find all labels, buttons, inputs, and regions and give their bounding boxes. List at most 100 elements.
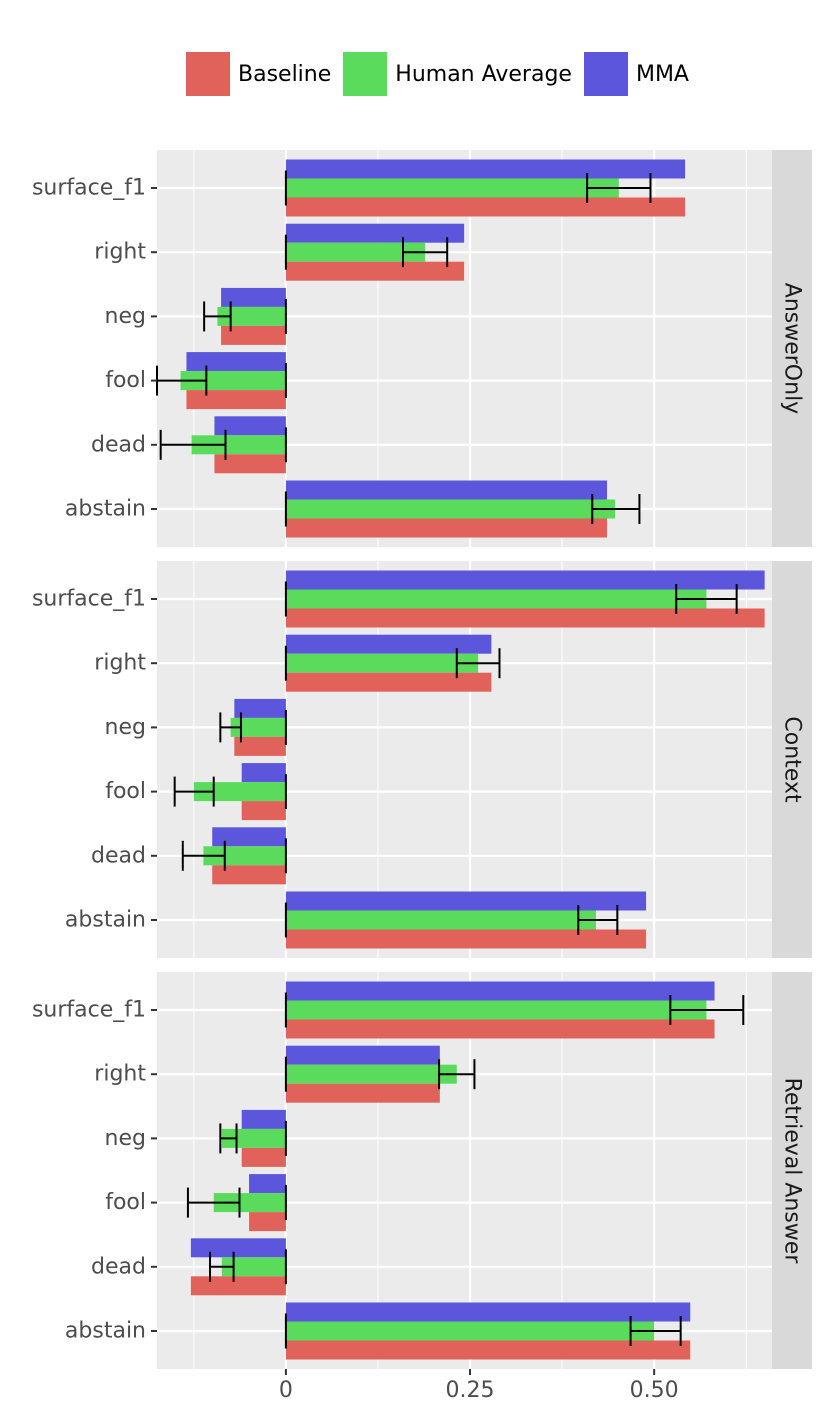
y-tick-label-surface-f1: surface_f1 <box>32 176 146 201</box>
bar-baseline-abstain <box>285 518 608 538</box>
facet-strip <box>772 972 812 1369</box>
bar-baseline-right <box>285 1083 440 1103</box>
bar-mma-fool <box>241 763 286 783</box>
bar-human-average-right <box>285 1064 457 1084</box>
y-tick-label-dead: dead <box>91 432 146 457</box>
y-tick-label-right: right <box>94 1062 146 1087</box>
error-bar-dead <box>159 429 227 460</box>
y-tick-label-surface-f1: surface_f1 <box>32 998 146 1023</box>
bar-mma-neg <box>241 1109 286 1129</box>
bar-mma-surface-f1 <box>285 570 765 590</box>
error-bar-surface-f1 <box>675 584 738 614</box>
chart-legend: Baseline Human Average MMA <box>186 52 701 96</box>
bar-mma-right <box>285 223 465 243</box>
bar-human-average-right <box>285 653 479 673</box>
bar-baseline-surface-f1 <box>285 197 686 217</box>
y-tick-label-abstain: abstain <box>65 497 146 522</box>
y-tick-label-neg: neg <box>105 1126 146 1151</box>
y-tick-label-fool: fool <box>105 1190 146 1215</box>
legend-item-baseline: Baseline <box>186 52 331 96</box>
bar-baseline-right <box>285 672 492 692</box>
legend-label-mma: MMA <box>635 61 689 87</box>
bar-mma-dead <box>212 827 286 847</box>
error-bar-neg <box>219 712 242 743</box>
y-tick-label-right: right <box>94 651 146 676</box>
bar-mma-fool <box>249 1174 286 1194</box>
bar-mma-dead <box>214 416 286 436</box>
bar-human-average-abstain <box>285 910 596 930</box>
legend-label-baseline: Baseline <box>238 61 332 87</box>
bar-baseline-abstain <box>285 929 647 949</box>
error-bar-surface-f1 <box>586 173 652 203</box>
bar-mma-surface-f1 <box>285 159 686 179</box>
error-bar-dead <box>209 1251 235 1282</box>
error-bar-right <box>438 1059 476 1090</box>
bar-human-average-abstain <box>285 1321 655 1341</box>
y-tick-label-abstain: abstain <box>65 908 146 933</box>
bar-baseline-dead <box>190 1276 286 1296</box>
bar-baseline-neg <box>221 325 286 345</box>
bar-human-average-dead <box>191 435 286 455</box>
bar-baseline-fool <box>186 390 286 410</box>
error-bar-neg <box>219 1123 238 1154</box>
x-tick-label: 0.25 <box>446 1378 495 1403</box>
bar-mma-abstain <box>285 891 647 911</box>
legend-item-human-average: Human Average <box>343 52 572 96</box>
bar-human-average-neg <box>221 1128 286 1148</box>
legend-label-human-average: Human Average <box>395 61 572 87</box>
error-bar-abstain <box>629 1316 682 1346</box>
bar-mma-right <box>285 634 492 654</box>
bar-mma-neg <box>221 287 286 307</box>
legend-item-mma: MMA <box>583 52 689 96</box>
bar-human-average-dead <box>221 1257 286 1277</box>
bar-mma-neg <box>234 698 286 718</box>
facet-strip-label: Retrieval Answer <box>780 1078 805 1265</box>
bar-mma-fool <box>186 352 286 372</box>
error-bar-right <box>455 648 501 679</box>
bar-mma-abstain <box>285 1302 691 1322</box>
bar-mma-right <box>285 1045 440 1065</box>
error-bar-right <box>402 237 449 268</box>
bar-baseline-dead <box>212 865 286 885</box>
error-bar-surface-f1 <box>669 995 745 1025</box>
bar-baseline-neg <box>234 736 286 756</box>
y-tick-label-neg: neg <box>105 304 146 329</box>
bar-human-average-neg <box>217 306 286 326</box>
error-bar-fool <box>173 776 215 807</box>
x-tick-label: 0.50 <box>630 1378 679 1403</box>
error-bar-neg <box>203 301 232 332</box>
bar-baseline-neg <box>241 1147 286 1167</box>
error-bar-abstain <box>591 494 641 524</box>
error-bar-abstain <box>577 905 619 935</box>
facet-strip <box>772 561 812 958</box>
bar-human-average-surface-f1 <box>285 178 619 198</box>
error-bar-fool <box>186 1187 241 1218</box>
bar-baseline-surface-f1 <box>285 608 765 628</box>
y-tick-label-abstain: abstain <box>65 1319 146 1344</box>
y-tick-label-dead: dead <box>91 843 146 868</box>
x-tick-label: 0 <box>279 1378 293 1403</box>
bar-human-average-fool <box>193 782 286 802</box>
y-tick-label-dead: dead <box>91 1254 146 1279</box>
bar-baseline-dead <box>214 454 286 474</box>
y-tick-label-fool: fool <box>105 368 146 393</box>
bar-human-average-surface-f1 <box>285 1000 707 1020</box>
facet-strip-label: AnswerOnly <box>780 283 805 414</box>
bar-mma-abstain <box>285 480 608 500</box>
bar-baseline-right <box>285 261 465 281</box>
bar-baseline-fool <box>249 1212 286 1232</box>
bar-baseline-fool <box>241 801 286 821</box>
bar-mma-dead <box>190 1238 286 1258</box>
bar-human-average-abstain <box>285 499 616 519</box>
bar-baseline-surface-f1 <box>285 1019 715 1039</box>
bar-human-average-surface-f1 <box>285 589 707 609</box>
y-tick-label-surface-f1: surface_f1 <box>32 587 146 612</box>
bar-human-average-neg <box>230 717 286 737</box>
facet-strip <box>772 150 812 547</box>
legend-swatch-mma <box>583 52 628 96</box>
bar-human-average-right <box>285 242 426 262</box>
